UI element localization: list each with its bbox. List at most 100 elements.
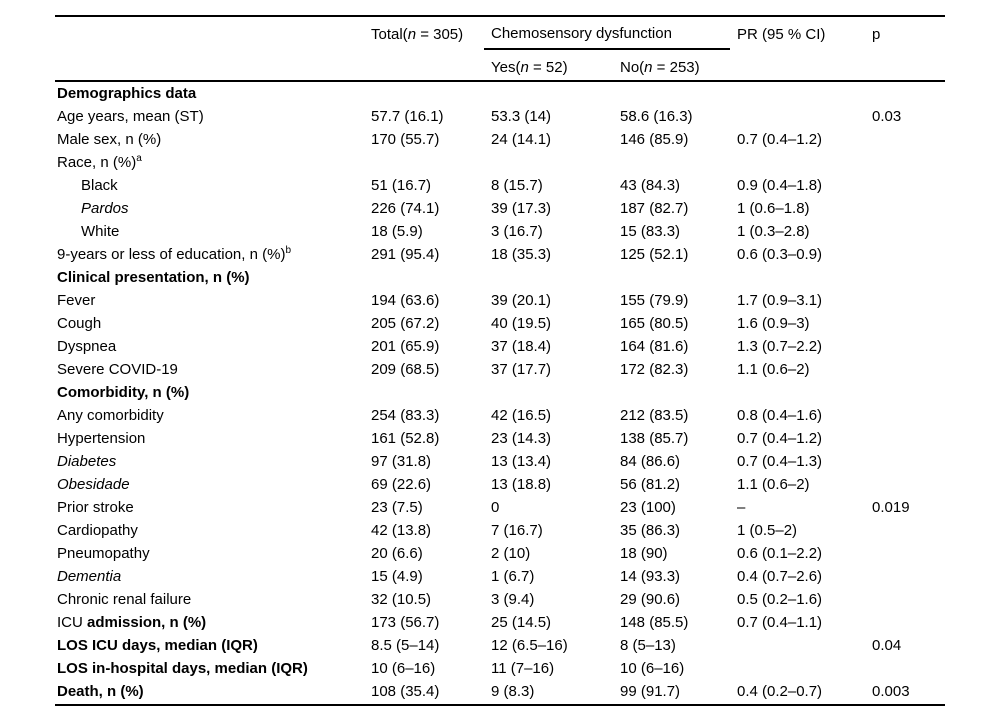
table-row: Male sex, n (%) 170 (55.7) 24 (14.1) 146 (8… — [55, 128, 945, 151]
cell-total: 170 (55.7) — [371, 131, 440, 148]
cell-yes: 9 (8.3) — [491, 683, 535, 700]
cell-no: 84 (86.6) — [620, 453, 681, 470]
table-row: Dementia 15 (4.9) 1 (6.7) 14 (93.3) 0.4 (0.7… — [55, 565, 945, 588]
cell-yes: 7 (16.7) — [491, 522, 543, 539]
row-label: Hypertension — [55, 430, 371, 447]
cell-total: 51 (16.7) — [371, 177, 432, 194]
cell-pr: 1 (0.6–1.8) — [737, 200, 810, 217]
cell-yes: 39 (17.3) — [491, 200, 552, 217]
header-no-n: n — [644, 59, 653, 76]
cell-no: 138 (85.7) — [620, 430, 689, 447]
cell-total: 254 (83.3) — [371, 407, 440, 424]
row-label: Fever — [55, 292, 371, 309]
cell-p: 0.03 — [872, 108, 902, 125]
cell-no: 58.6 (16.3) — [620, 108, 693, 125]
row-label: Dementia — [55, 568, 371, 585]
row-label-text: Diabetes — [57, 453, 117, 470]
cell-total: 161 (52.8) — [371, 430, 440, 447]
cell-no: 155 (79.9) — [620, 292, 689, 309]
cell-pr: 1.6 (0.9–3) — [737, 315, 810, 332]
cell-no: 187 (82.7) — [620, 200, 689, 217]
table-row: Obesidade 69 (22.6) 13 (18.8) 56 (81.2) 1.1 … — [55, 473, 945, 496]
cell-no: 172 (82.3) — [620, 361, 689, 378]
header-yes-n: n — [520, 59, 529, 76]
cell-yes: 1 (6.7) — [491, 568, 535, 585]
cell-total: 18 (5.9) — [371, 223, 423, 240]
header-total-post: = 305) — [416, 26, 464, 43]
row-label: Cardiopathy — [55, 522, 371, 539]
cell-total: 209 (68.5) — [371, 361, 440, 378]
header-total-n: n — [407, 26, 417, 43]
cell-p: 0.003 — [872, 683, 910, 700]
table-row: Demographics data — [55, 82, 945, 105]
row-label-text: LOS ICU days, median (IQR) — [57, 637, 258, 654]
table-row: White 18 (5.9) 3 (16.7) 15 (83.3) 1 (0.3–2.8… — [55, 220, 945, 243]
row-label: Prior stroke — [55, 499, 371, 516]
cell-pr: 0.4 (0.7–2.6) — [737, 568, 823, 585]
cell-total: 226 (74.1) — [371, 200, 440, 217]
cell-total: 57.7 (16.1) — [371, 108, 444, 125]
stats-table: Total(n = 305) Chemosensory dysfunction … — [55, 15, 945, 706]
header-yes-pre: Yes( — [491, 59, 521, 76]
cell-pr: 0.8 (0.4–1.6) — [737, 407, 823, 424]
cell-pr: 1 (0.3–2.8) — [737, 223, 810, 240]
row-label-text: Dementia — [57, 568, 122, 585]
cell-pr: 0.4 (0.2–0.7) — [737, 683, 823, 700]
cell-no: 212 (83.5) — [620, 407, 689, 424]
cell-yes: 3 (16.7) — [491, 223, 543, 240]
column-header-no: No(n = 253) — [620, 59, 700, 76]
cell-total: 173 (56.7) — [371, 614, 440, 631]
row-label-text: Prior stroke — [57, 499, 134, 516]
row-label-text: Black — [81, 177, 118, 194]
row-label-text: Pardos — [81, 200, 129, 217]
row-label: LOS in-hospital days, median (IQR) — [55, 660, 371, 677]
row-label-text: Hypertension — [57, 430, 146, 447]
row-label: Demographics data — [55, 85, 371, 102]
cell-yes: 11 (7–16) — [491, 660, 555, 677]
cell-total: 15 (4.9) — [371, 568, 423, 585]
table-row: Age years, mean (ST) 57.7 (16.1) 53.3 (14)… — [55, 105, 945, 128]
cell-p: 0.019 — [872, 499, 910, 516]
row-label-text: Fever — [57, 292, 96, 309]
table-row: Race, n (%)a — [55, 151, 945, 174]
table-row: LOS ICU days, median (IQR) 8.5 (5–14) 12 (… — [55, 634, 945, 657]
cell-yes: 13 (18.8) — [491, 476, 552, 493]
cell-yes: 24 (14.1) — [491, 131, 552, 148]
cell-pr: – — [737, 499, 746, 516]
header-yes-post: = 52) — [528, 59, 568, 76]
column-header-pr-ci: PR (95 % CI) — [737, 26, 826, 43]
row-label: Pneumopathy — [55, 545, 371, 562]
cell-yes: 12 (6.5–16) — [491, 637, 568, 654]
row-label-text: Dyspnea — [57, 338, 117, 355]
cell-total: 291 (95.4) — [371, 246, 440, 263]
table-body: Demographics data Age years, mean (ST) 57.… — [55, 82, 945, 706]
cell-pr: 0.7 (0.4–1.3) — [737, 453, 823, 470]
row-label-text: Obesidade — [57, 476, 130, 493]
cell-total: 32 (10.5) — [371, 591, 432, 608]
table-row: Pardos 226 (74.1) 39 (17.3) 187 (82.7) 1 (0.… — [55, 197, 945, 220]
cell-total: 23 (7.5) — [371, 499, 423, 516]
cell-no: 56 (81.2) — [620, 476, 681, 493]
table-row: Clinical presentation, n (%) — [55, 266, 945, 289]
row-label-text: Clinical presentation, n (%) — [57, 269, 250, 286]
cell-no: 29 (90.6) — [620, 591, 681, 608]
column-header-total: Total(n = 305) — [371, 26, 463, 43]
footnote-marker: a — [136, 153, 142, 164]
row-label-text: 9-years or less of education, n (%) — [57, 246, 286, 263]
row-label: Severe COVID-19 — [55, 361, 371, 378]
row-label-text: admission, n (%) — [87, 614, 207, 631]
cell-total: 20 (6.6) — [371, 545, 423, 562]
cell-yes: 13 (13.4) — [491, 453, 552, 470]
table-row: ICU admission, n (%) 173 (56.7) 25 (14.5) 1… — [55, 611, 945, 634]
row-label: ICU admission, n (%) — [55, 614, 371, 631]
cell-no: 35 (86.3) — [620, 522, 681, 539]
cell-pr: 1.1 (0.6–2) — [737, 361, 810, 378]
cell-pr: 0.7 (0.4–1.2) — [737, 131, 823, 148]
table-row: Hypertension 161 (52.8) 23 (14.3) 138 (85.7… — [55, 427, 945, 450]
cell-yes: 40 (19.5) — [491, 315, 552, 332]
cell-no: 23 (100) — [620, 499, 676, 516]
table-row: Fever 194 (63.6) 39 (20.1) 155 (79.9) 1.7 (0… — [55, 289, 945, 312]
cell-yes: 39 (20.1) — [491, 292, 552, 309]
row-label-text: Age years, mean (ST) — [57, 108, 204, 125]
